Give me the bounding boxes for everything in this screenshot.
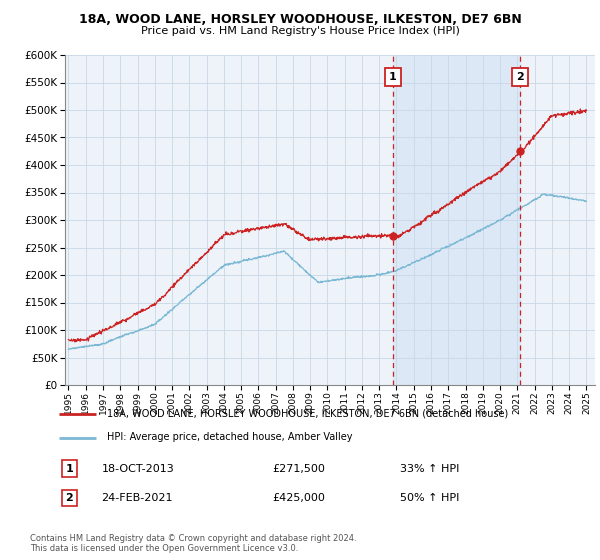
Text: 2: 2 — [65, 493, 73, 503]
Text: £425,000: £425,000 — [272, 493, 325, 503]
Text: 2: 2 — [516, 72, 524, 82]
Text: 1: 1 — [389, 72, 397, 82]
Text: 33% ↑ HPI: 33% ↑ HPI — [400, 464, 460, 474]
Text: 24-FEB-2021: 24-FEB-2021 — [101, 493, 173, 503]
Text: Contains HM Land Registry data © Crown copyright and database right 2024.
This d: Contains HM Land Registry data © Crown c… — [30, 534, 356, 553]
Text: 18A, WOOD LANE, HORSLEY WOODHOUSE, ILKESTON, DE7 6BN: 18A, WOOD LANE, HORSLEY WOODHOUSE, ILKES… — [79, 13, 521, 26]
Text: 18A, WOOD LANE, HORSLEY WOODHOUSE, ILKESTON, DE7 6BN (detached house): 18A, WOOD LANE, HORSLEY WOODHOUSE, ILKES… — [107, 409, 508, 419]
Text: 50% ↑ HPI: 50% ↑ HPI — [400, 493, 460, 503]
Text: Price paid vs. HM Land Registry's House Price Index (HPI): Price paid vs. HM Land Registry's House … — [140, 26, 460, 36]
Text: 1: 1 — [65, 464, 73, 474]
Text: HPI: Average price, detached house, Amber Valley: HPI: Average price, detached house, Ambe… — [107, 432, 352, 442]
Bar — [393, 55, 520, 385]
Text: £271,500: £271,500 — [272, 464, 325, 474]
Text: 18-OCT-2013: 18-OCT-2013 — [101, 464, 174, 474]
